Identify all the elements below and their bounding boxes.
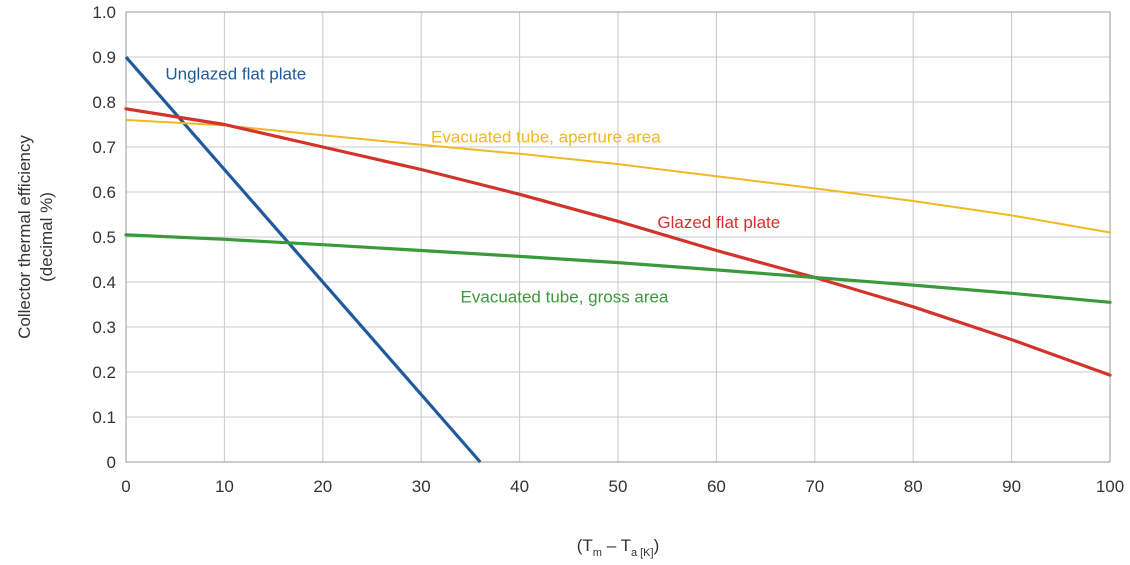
- y-tick-label: 0: [107, 453, 116, 472]
- y-tick-label: 0.9: [92, 48, 116, 67]
- x-tick-labels: 0 10 20 30 40 50 60 70 80 90 100: [121, 477, 1124, 496]
- series-label: Evacuated tube, aperture area: [431, 128, 661, 147]
- x-tick-label: 10: [215, 477, 234, 496]
- y-tick-labels: 0 0.1 0.2 0.3 0.4 0.5 0.6 0.7 0.8 0.9 1.0: [92, 3, 116, 472]
- series-line: [125, 119, 1111, 234]
- series-label: Evacuated tube, gross area: [461, 287, 669, 306]
- x-tick-label: 90: [1002, 477, 1021, 496]
- series-labels: Unglazed flat plate Evacuated tube, apert…: [165, 65, 780, 307]
- plot-frame: [125, 11, 1111, 463]
- x-tick-label: 20: [313, 477, 332, 496]
- y-tick-label: 0.8: [92, 93, 116, 112]
- x-axis-title-sub-a: a [K]: [631, 547, 654, 559]
- x-tick-label: 0: [121, 477, 130, 496]
- x-tick-label: 80: [904, 477, 923, 496]
- series-line: [124, 55, 482, 464]
- x-axis-title-mid: – T: [602, 536, 631, 555]
- x-tick-label: 100: [1096, 477, 1124, 496]
- y-axis-title-line2: (decimal %): [37, 192, 56, 282]
- series-lines: [124, 55, 1112, 464]
- x-axis-title-sub-m: m: [593, 547, 602, 559]
- x-axis-title: (Tm – Ta [K]): [577, 536, 660, 559]
- series-line: [124, 233, 1112, 304]
- grid-lines: [126, 12, 1110, 462]
- y-tick-label: 0.5: [92, 228, 116, 247]
- x-tick-label: 30: [412, 477, 431, 496]
- x-tick-label: 70: [805, 477, 824, 496]
- y-tick-label: 0.3: [92, 318, 116, 337]
- x-tick-label: 50: [609, 477, 628, 496]
- x-axis-title-open: (T: [577, 536, 593, 555]
- y-tick-label: 0.2: [92, 363, 116, 382]
- y-tick-label: 0.1: [92, 408, 116, 427]
- x-tick-label: 40: [510, 477, 529, 496]
- x-axis-title-close: ): [654, 536, 660, 555]
- y-tick-label: 0.7: [92, 138, 116, 157]
- series-line: [124, 107, 1112, 377]
- y-axis-title-line1: Collector thermal efficiency: [15, 135, 34, 339]
- x-tick-label: 60: [707, 477, 726, 496]
- series-label: Glazed flat plate: [657, 213, 780, 232]
- y-tick-label: 0.6: [92, 183, 116, 202]
- y-tick-label: 0.4: [92, 273, 116, 292]
- series-label: Unglazed flat plate: [165, 65, 306, 84]
- y-tick-label: 1.0: [92, 3, 116, 22]
